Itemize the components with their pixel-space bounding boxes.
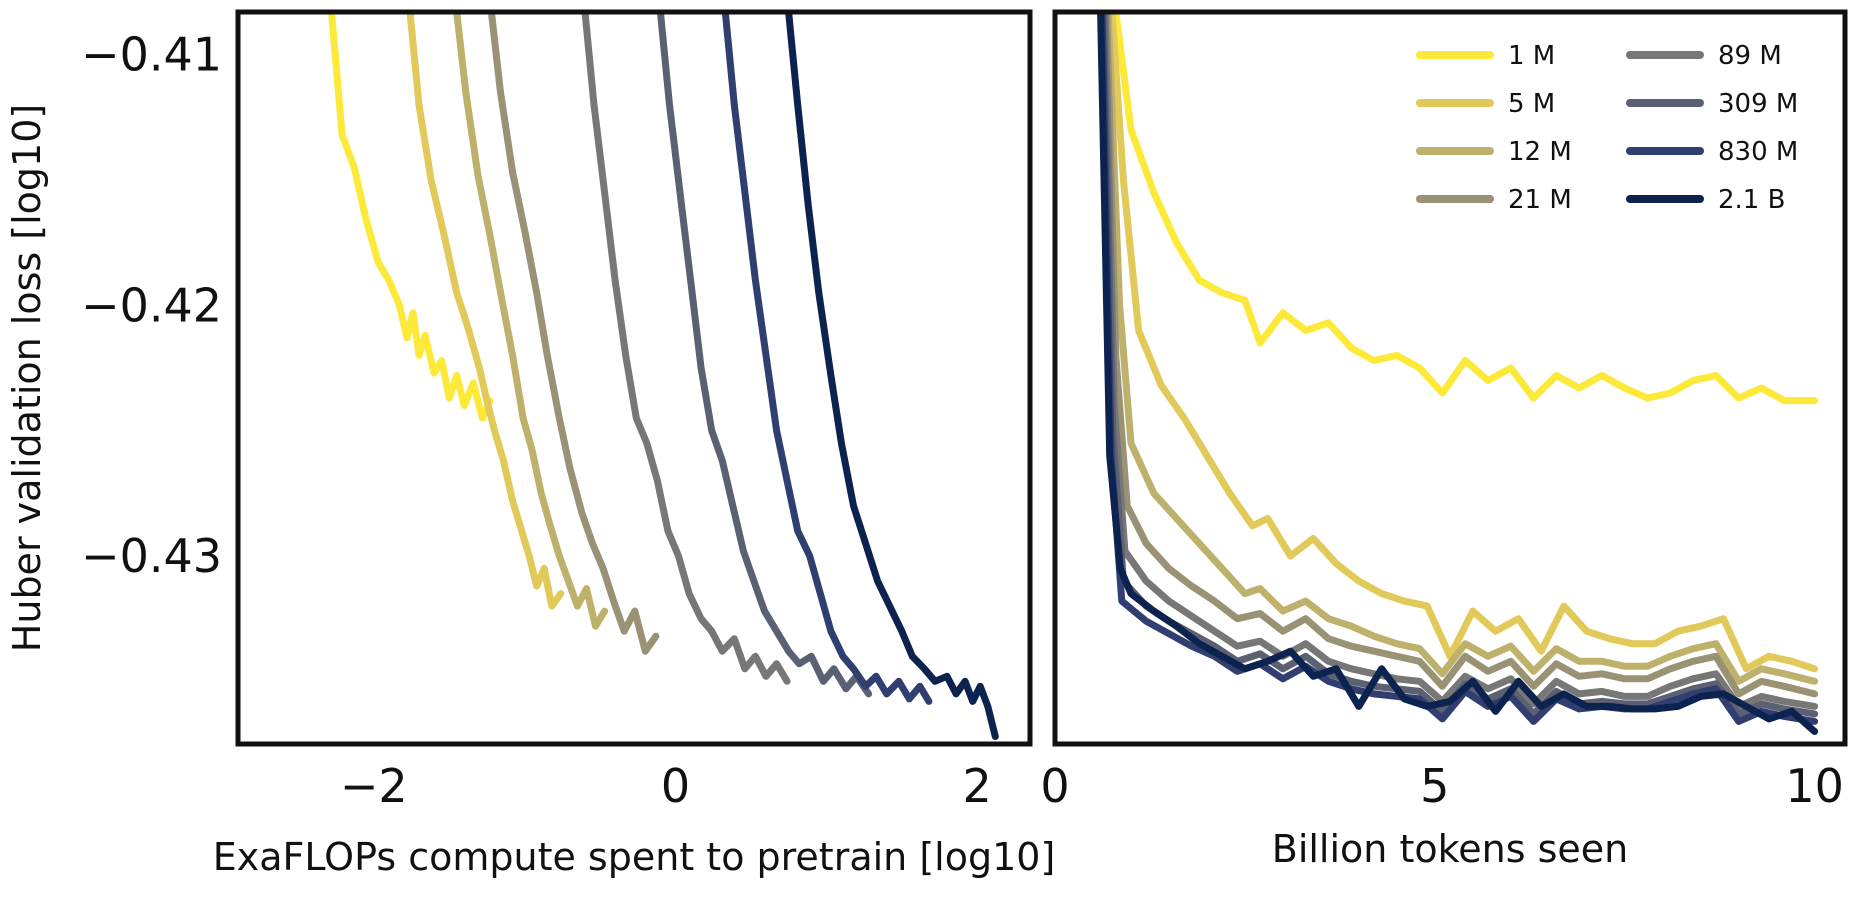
right-x-axis-title: Billion tokens seen bbox=[1272, 827, 1629, 871]
series-line-2-1-b bbox=[785, 12, 999, 740]
series-line-5-m bbox=[1108, 12, 1819, 673]
legend-item: 89 M bbox=[1626, 41, 1782, 71]
right-x-tick-labels: 0 5 10 bbox=[1040, 759, 1844, 813]
right-plot-frame bbox=[1052, 9, 1848, 747]
series-line-1-m bbox=[1112, 12, 1819, 405]
left-y-tick-labels: −0.41 −0.42 −0.43 bbox=[81, 28, 222, 583]
legend-item: 21 M bbox=[1416, 185, 1572, 215]
legend-label: 1 M bbox=[1508, 41, 1555, 71]
legend-label: 5 M bbox=[1508, 89, 1555, 119]
series-line-12-m bbox=[453, 12, 609, 630]
x-tick-label: 0 bbox=[1040, 759, 1069, 813]
series-line-830-m bbox=[721, 12, 933, 705]
left-plot-frame bbox=[235, 9, 1033, 747]
legend-label: 21 M bbox=[1508, 185, 1572, 215]
y-axis-title: Huber validation loss [log10] bbox=[5, 104, 49, 652]
legend-item: 2.1 B bbox=[1626, 185, 1785, 215]
legend-label: 309 M bbox=[1718, 89, 1798, 119]
legend-item: 830 M bbox=[1626, 137, 1798, 167]
right-panel: 0 5 10 Billion tokens seen 1 M 5 M 12 M 21 M 8… bbox=[1040, 9, 1848, 871]
series-line-5-m bbox=[406, 12, 565, 610]
legend-item: 5 M bbox=[1416, 89, 1555, 119]
legend-label: 830 M bbox=[1718, 137, 1798, 167]
series-line-21-m bbox=[487, 12, 660, 655]
right-series-group bbox=[1097, 12, 1819, 735]
left-panel: −2 0 2 −0.41 −0.42 −0.43 ExaFLOPs compute sp… bbox=[5, 9, 1056, 879]
left-series-group bbox=[328, 12, 999, 740]
x-tick-label: 0 bbox=[661, 759, 690, 813]
y-tick-label: −0.42 bbox=[81, 278, 222, 332]
x-tick-label: −2 bbox=[340, 759, 408, 813]
legend-label: 89 M bbox=[1718, 41, 1782, 71]
y-tick-label: −0.43 bbox=[81, 529, 222, 583]
legend-item: 309 M bbox=[1626, 89, 1798, 119]
series-line-89-m bbox=[581, 12, 791, 685]
legend: 1 M 5 M 12 M 21 M 89 M 309 M 830 M 2.1 B bbox=[1416, 41, 1798, 215]
left-x-axis-title: ExaFLOPs compute spent to pretrain [log1… bbox=[213, 835, 1056, 879]
series-line-12-m bbox=[1104, 12, 1819, 685]
x-tick-label: 5 bbox=[1420, 759, 1449, 813]
series-line-830-m bbox=[1098, 12, 1819, 725]
y-tick-label: −0.41 bbox=[81, 28, 222, 82]
legend-label: 2.1 B bbox=[1718, 185, 1785, 215]
left-x-tick-labels: −2 0 2 bbox=[340, 759, 992, 813]
series-line-2-1-b bbox=[1097, 12, 1819, 735]
legend-label: 12 M bbox=[1508, 137, 1572, 167]
series-line-1-m bbox=[328, 12, 494, 422]
legend-item: 1 M bbox=[1416, 41, 1555, 71]
x-tick-label: 10 bbox=[1785, 759, 1844, 813]
series-line-309-m bbox=[656, 12, 873, 698]
series-line-21-m bbox=[1103, 12, 1819, 698]
x-tick-label: 2 bbox=[963, 759, 992, 813]
legend-item: 12 M bbox=[1416, 137, 1572, 167]
series-line-309-m bbox=[1100, 12, 1819, 718]
